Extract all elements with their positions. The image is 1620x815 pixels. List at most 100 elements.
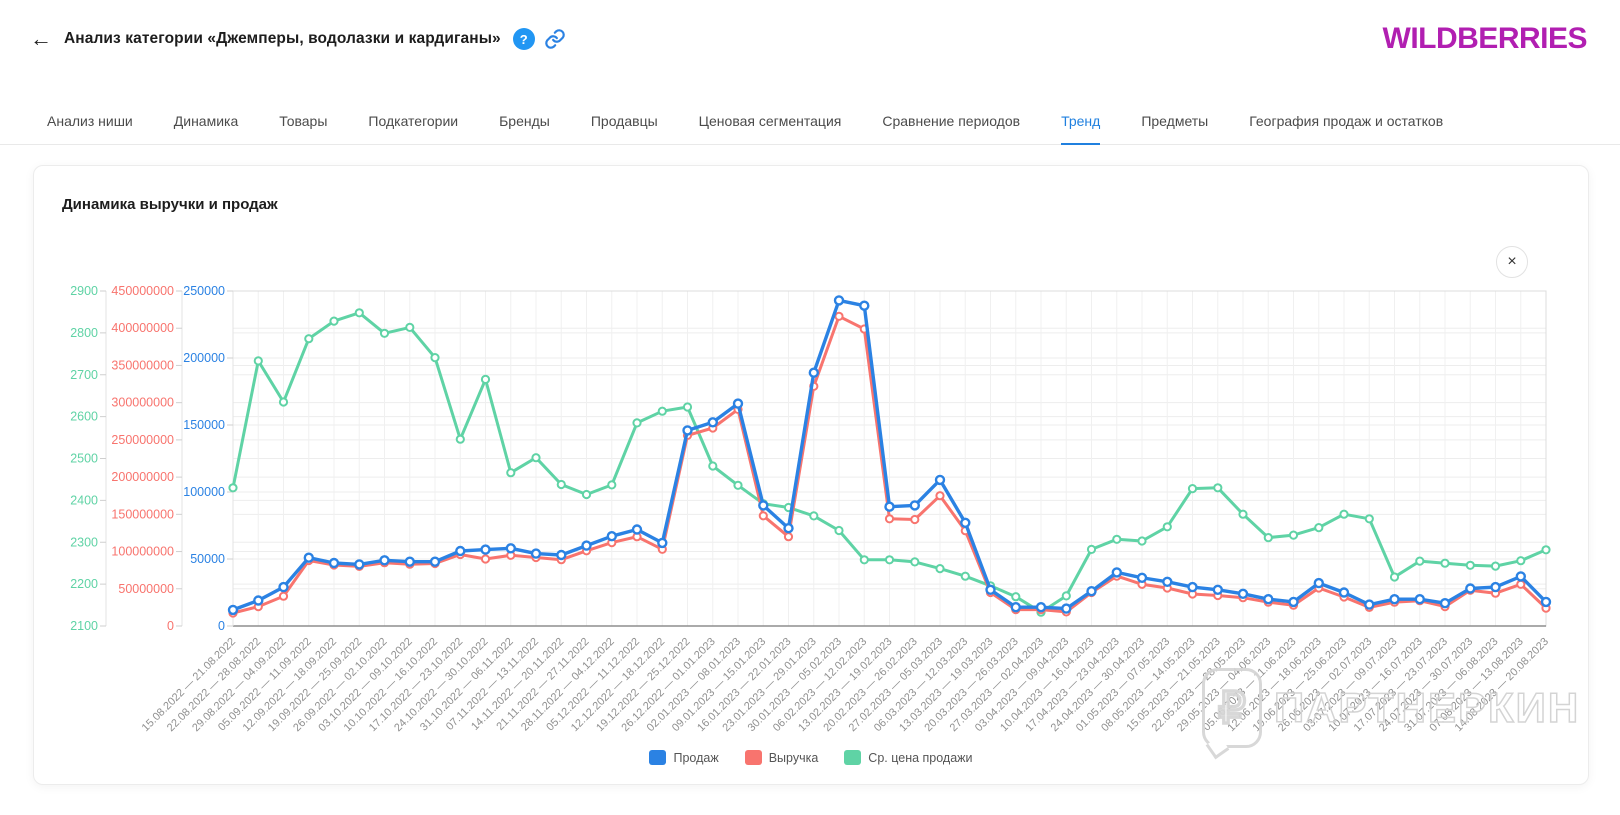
data-point-price[interactable] bbox=[405, 322, 415, 333]
data-point-price[interactable] bbox=[607, 480, 617, 490]
data-point-price[interactable] bbox=[1162, 522, 1172, 532]
data-point-price[interactable] bbox=[379, 328, 390, 338]
data-point-price[interactable] bbox=[581, 489, 592, 500]
data-point-price[interactable] bbox=[253, 356, 263, 366]
data-point-sales[interactable] bbox=[732, 398, 744, 409]
data-point-sales[interactable] bbox=[859, 300, 870, 311]
data-point-revenue[interactable] bbox=[935, 491, 945, 501]
data-point-price[interactable] bbox=[480, 374, 491, 384]
data-point-sales[interactable] bbox=[1111, 567, 1123, 578]
data-point-sales[interactable] bbox=[429, 556, 441, 567]
data-point-sales[interactable] bbox=[1338, 587, 1350, 598]
tab-8[interactable]: Сравнение периодов bbox=[882, 113, 1021, 129]
data-point-sales[interactable] bbox=[960, 517, 971, 528]
data-point-sales[interactable] bbox=[783, 523, 794, 534]
help-icon[interactable]: ? bbox=[512, 28, 535, 50]
tab-4[interactable]: Подкатегории bbox=[368, 113, 459, 129]
data-point-sales[interactable] bbox=[1313, 577, 1325, 589]
data-point-revenue[interactable] bbox=[1516, 579, 1526, 589]
data-point-sales[interactable] bbox=[1439, 598, 1451, 609]
data-point-sales[interactable] bbox=[227, 604, 239, 616]
data-point-price[interactable] bbox=[430, 353, 440, 363]
data-point-price[interactable] bbox=[329, 316, 339, 326]
data-point-sales[interactable] bbox=[1490, 581, 1501, 593]
data-point-price[interactable] bbox=[531, 453, 541, 463]
data-point-price[interactable] bbox=[657, 406, 667, 416]
data-point-price[interactable] bbox=[278, 397, 289, 407]
data-point-revenue[interactable] bbox=[480, 554, 491, 564]
legend-item-sales[interactable]: Продаж bbox=[649, 750, 719, 765]
data-point-price[interactable] bbox=[1516, 556, 1526, 566]
data-point-price[interactable] bbox=[506, 468, 516, 478]
data-point-sales[interactable] bbox=[631, 524, 643, 535]
data-point-revenue[interactable] bbox=[884, 514, 895, 524]
data-point-price[interactable] bbox=[1112, 534, 1122, 544]
data-point-price[interactable] bbox=[960, 571, 970, 581]
data-point-sales[interactable] bbox=[606, 531, 617, 542]
data-point-price[interactable] bbox=[1238, 509, 1248, 519]
data-point-sales[interactable] bbox=[657, 537, 668, 549]
data-point-sales[interactable] bbox=[530, 548, 542, 559]
data-point-sales[interactable] bbox=[379, 555, 390, 566]
data-point-revenue[interactable] bbox=[278, 591, 289, 601]
data-point-sales[interactable] bbox=[985, 584, 996, 595]
data-point-price[interactable] bbox=[1389, 572, 1400, 582]
data-point-price[interactable] bbox=[809, 511, 819, 521]
legend-item-price[interactable]: Ср. цена продажи bbox=[844, 750, 973, 765]
data-point-price[interactable] bbox=[1086, 544, 1097, 554]
data-point-sales[interactable] bbox=[1162, 576, 1173, 587]
data-point-price[interactable] bbox=[1187, 484, 1198, 494]
data-point-sales[interactable] bbox=[1288, 596, 1299, 608]
data-point-sales[interactable] bbox=[1364, 599, 1375, 610]
data-point-price[interactable] bbox=[354, 308, 364, 318]
data-point-sales[interactable] bbox=[1263, 594, 1274, 605]
tab-6[interactable]: Продавцы bbox=[590, 113, 658, 129]
data-point-sales[interactable] bbox=[354, 559, 365, 570]
data-point-price[interactable] bbox=[733, 480, 743, 490]
data-point-price[interactable] bbox=[859, 555, 869, 565]
data-point-price[interactable] bbox=[1339, 509, 1349, 519]
data-point-sales[interactable] bbox=[328, 557, 340, 569]
data-point-sales[interactable] bbox=[884, 501, 895, 512]
data-point-sales[interactable] bbox=[278, 581, 289, 593]
data-point-price[interactable] bbox=[1541, 545, 1551, 555]
data-point-price[interactable] bbox=[1490, 561, 1501, 571]
data-point-sales[interactable] bbox=[556, 549, 567, 561]
back-button[interactable]: ← bbox=[30, 28, 64, 50]
data-point-sales[interactable] bbox=[1465, 583, 1476, 594]
data-point-price[interactable] bbox=[228, 483, 238, 493]
data-point-price[interactable] bbox=[1465, 560, 1475, 570]
data-point-price[interactable] bbox=[1314, 523, 1324, 533]
tab-9[interactable]: Тренд bbox=[1061, 103, 1101, 145]
data-point-price[interactable] bbox=[834, 525, 844, 536]
data-point-sales[interactable] bbox=[1515, 571, 1527, 582]
data-point-sales[interactable] bbox=[758, 500, 769, 511]
data-point-price[interactable] bbox=[1137, 536, 1147, 546]
data-point-sales[interactable] bbox=[808, 367, 819, 378]
data-point-price[interactable] bbox=[304, 334, 314, 344]
data-point-price[interactable] bbox=[884, 555, 895, 565]
tab-3[interactable]: Товары bbox=[279, 113, 328, 129]
data-point-sales[interactable] bbox=[833, 295, 845, 306]
data-point-sales[interactable] bbox=[1212, 584, 1224, 595]
data-point-sales[interactable] bbox=[682, 425, 693, 436]
data-point-sales[interactable] bbox=[404, 556, 415, 567]
data-point-sales[interactable] bbox=[909, 500, 920, 511]
tab-5[interactable]: Бренды bbox=[499, 113, 550, 129]
data-point-revenue[interactable] bbox=[910, 514, 920, 525]
data-point-sales[interactable] bbox=[455, 545, 466, 557]
tab-11[interactable]: География продаж и остатков bbox=[1249, 113, 1444, 129]
data-point-revenue[interactable] bbox=[758, 511, 768, 521]
legend-item-revenue[interactable]: Выручка bbox=[744, 750, 818, 765]
data-point-sales[interactable] bbox=[1389, 594, 1400, 605]
data-point-price[interactable] bbox=[1364, 514, 1374, 524]
data-point-sales[interactable] bbox=[1086, 586, 1097, 597]
data-point-revenue[interactable] bbox=[834, 311, 844, 321]
data-point-sales[interactable] bbox=[1187, 581, 1198, 593]
data-point-price[interactable] bbox=[910, 557, 920, 567]
tab-10[interactable]: Предметы bbox=[1141, 113, 1209, 129]
data-point-price[interactable] bbox=[1213, 483, 1223, 493]
data-point-sales[interactable] bbox=[934, 474, 946, 486]
data-point-price[interactable] bbox=[682, 402, 693, 412]
data-point-price[interactable] bbox=[1440, 558, 1450, 568]
